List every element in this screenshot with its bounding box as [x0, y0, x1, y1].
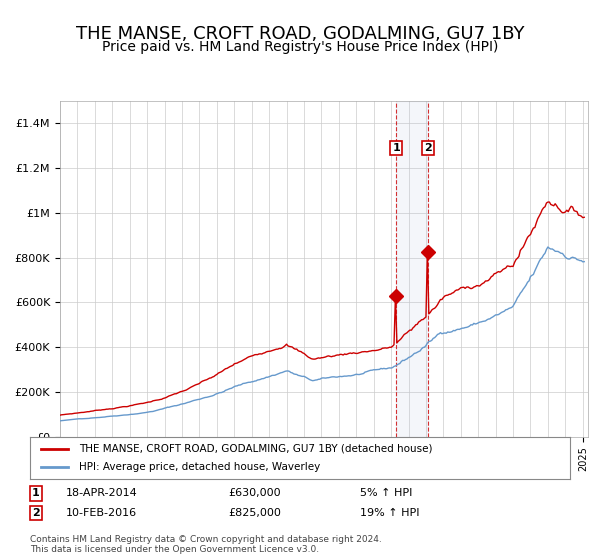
- Text: 2: 2: [32, 508, 40, 518]
- Text: £630,000: £630,000: [228, 488, 281, 498]
- Text: 10-FEB-2016: 10-FEB-2016: [66, 508, 137, 518]
- Text: £825,000: £825,000: [228, 508, 281, 518]
- Text: THE MANSE, CROFT ROAD, GODALMING, GU7 1BY: THE MANSE, CROFT ROAD, GODALMING, GU7 1B…: [76, 25, 524, 43]
- Bar: [396, 101, 428, 437]
- Text: 19% ↑ HPI: 19% ↑ HPI: [360, 508, 419, 518]
- Text: HPI: Average price, detached house, Waverley: HPI: Average price, detached house, Wave…: [79, 462, 320, 472]
- Text: 1: 1: [392, 143, 400, 153]
- Text: THE MANSE, CROFT ROAD, GODALMING, GU7 1BY (detached house): THE MANSE, CROFT ROAD, GODALMING, GU7 1B…: [79, 444, 432, 454]
- Text: 2: 2: [424, 143, 432, 153]
- Text: Price paid vs. HM Land Registry's House Price Index (HPI): Price paid vs. HM Land Registry's House …: [102, 40, 498, 54]
- Text: 18-APR-2014: 18-APR-2014: [66, 488, 138, 498]
- Text: 5% ↑ HPI: 5% ↑ HPI: [360, 488, 412, 498]
- Text: Contains HM Land Registry data © Crown copyright and database right 2024.
This d: Contains HM Land Registry data © Crown c…: [30, 535, 382, 554]
- Text: 1: 1: [32, 488, 40, 498]
